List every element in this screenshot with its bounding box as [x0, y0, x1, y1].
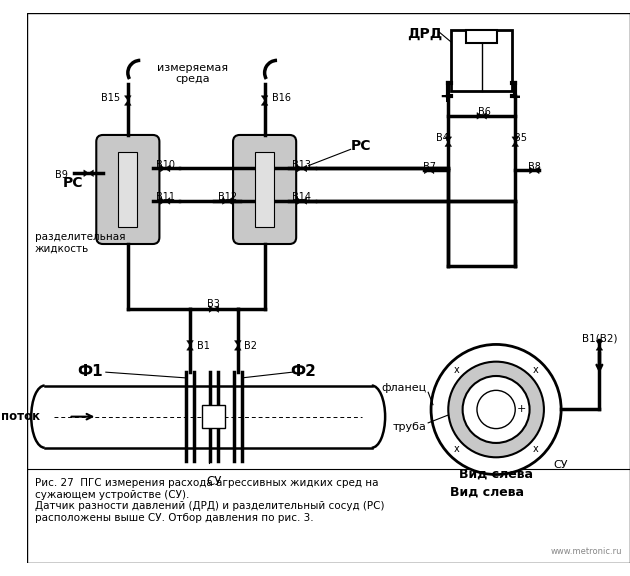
Text: x: x [454, 365, 459, 374]
Text: сужающем устройстве (СУ).: сужающем устройстве (СУ). [35, 490, 190, 500]
Text: труба: труба [392, 422, 427, 431]
Text: Рис. 27  ПГС измерения расхода агрессивных жидких сред на: Рис. 27 ПГС измерения расхода агрессивны… [35, 478, 379, 488]
Bar [451, 30, 512, 91]
Polygon shape [261, 96, 268, 101]
Polygon shape [234, 346, 241, 350]
Polygon shape [165, 165, 170, 172]
Text: Ф1: Ф1 [77, 363, 103, 378]
Text: x: x [533, 444, 539, 454]
Text: +: + [517, 404, 527, 415]
Polygon shape [445, 137, 452, 142]
Text: В4: В4 [436, 133, 449, 143]
Text: жидкость: жидкость [35, 244, 89, 254]
Polygon shape [214, 306, 219, 312]
Text: В1(В2): В1(В2) [581, 334, 617, 344]
Text: Датчик разности давлений (ДРД) и разделительный сосуд (РС): Датчик разности давлений (ДРД) и раздели… [35, 501, 384, 511]
Polygon shape [530, 167, 534, 174]
Text: В15: В15 [101, 93, 120, 103]
Polygon shape [89, 170, 93, 177]
Text: В10: В10 [156, 160, 175, 170]
Polygon shape [186, 340, 193, 346]
Polygon shape [161, 165, 165, 172]
Text: В11: В11 [156, 192, 175, 202]
Polygon shape [125, 101, 131, 105]
Circle shape [462, 376, 530, 443]
Polygon shape [297, 198, 302, 204]
Text: СУ: СУ [554, 460, 568, 470]
Text: В9: В9 [55, 170, 67, 180]
Bar [118, 152, 137, 227]
Polygon shape [512, 137, 518, 142]
Polygon shape [302, 165, 307, 172]
Polygon shape [596, 340, 603, 346]
Text: поток: поток [1, 410, 40, 423]
Text: разделительная: разделительная [35, 232, 125, 242]
Polygon shape [227, 198, 232, 204]
Polygon shape [297, 165, 302, 172]
Text: В12: В12 [218, 192, 237, 202]
Text: x: x [533, 365, 539, 374]
Text: измеряемая: измеряемая [158, 63, 229, 73]
Polygon shape [209, 306, 214, 312]
Text: В2: В2 [244, 342, 256, 351]
Polygon shape [84, 170, 89, 177]
Text: СУ: СУ [206, 475, 222, 487]
Polygon shape [186, 346, 193, 350]
Text: www.metronic.ru: www.metronic.ru [551, 547, 622, 556]
FancyBboxPatch shape [96, 135, 159, 244]
Text: среда: среда [176, 74, 210, 85]
Circle shape [431, 344, 561, 475]
Polygon shape [534, 167, 539, 174]
Polygon shape [445, 142, 452, 146]
Text: В5: В5 [515, 133, 527, 143]
FancyBboxPatch shape [233, 135, 296, 244]
Text: ДРД: ДРД [407, 27, 442, 41]
Polygon shape [125, 96, 131, 101]
Polygon shape [482, 112, 486, 119]
Text: x: x [454, 444, 459, 454]
Polygon shape [261, 101, 268, 105]
Text: В14: В14 [292, 192, 311, 202]
Text: расположены выше СУ. Отбор давления по рис. 3.: расположены выше СУ. Отбор давления по р… [35, 513, 314, 523]
Polygon shape [161, 198, 165, 204]
Text: В13: В13 [292, 160, 311, 170]
Text: В16: В16 [272, 93, 291, 103]
Text: +: + [439, 88, 454, 106]
Bar [202, 405, 226, 428]
Polygon shape [425, 167, 429, 174]
Circle shape [449, 362, 544, 457]
Polygon shape [477, 112, 482, 119]
Bar [466, 30, 497, 43]
Text: В7: В7 [423, 162, 435, 172]
Polygon shape [302, 198, 307, 204]
Circle shape [477, 391, 515, 429]
Text: В6: В6 [478, 107, 491, 118]
Text: Вид слева: Вид слева [459, 468, 533, 481]
Bar [255, 152, 274, 227]
Text: РС: РС [351, 139, 371, 153]
Text: В3: В3 [207, 300, 220, 309]
Polygon shape [596, 346, 603, 350]
Polygon shape [234, 340, 241, 346]
Text: В8: В8 [528, 162, 541, 172]
Text: Вид слева: Вид слева [450, 486, 524, 499]
Text: фланец: фланец [381, 384, 427, 393]
Polygon shape [165, 198, 170, 204]
Text: Ф2: Ф2 [290, 363, 316, 378]
Text: -: - [513, 87, 521, 106]
Text: РС: РС [63, 176, 84, 190]
Polygon shape [222, 198, 227, 204]
Text: В1: В1 [197, 342, 210, 351]
Polygon shape [429, 167, 434, 174]
Polygon shape [512, 142, 518, 146]
